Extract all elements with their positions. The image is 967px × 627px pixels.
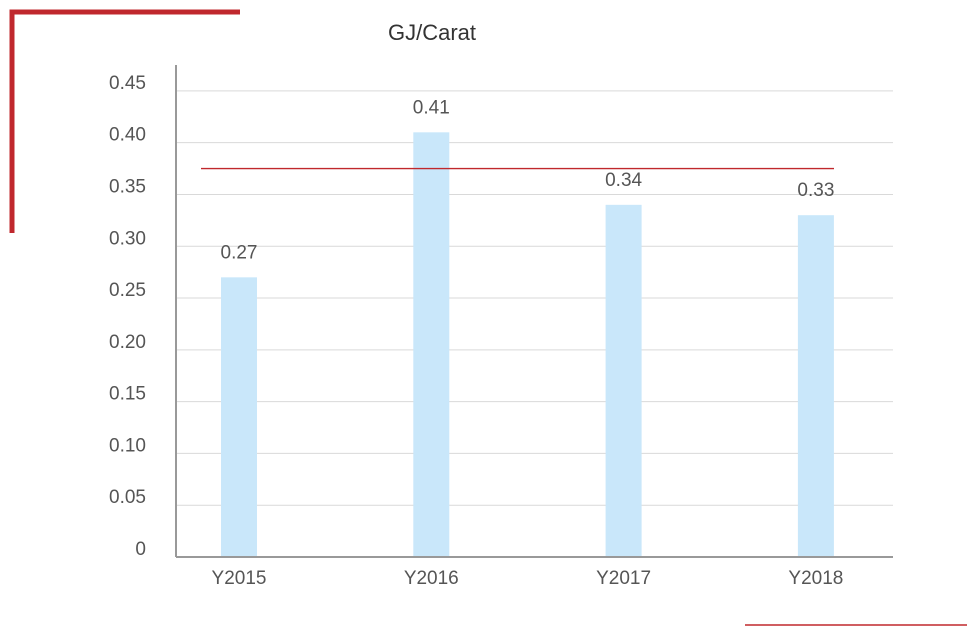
y-tick-label: 0.25	[109, 280, 146, 301]
x-tick-label: Y2016	[404, 568, 459, 589]
bar	[605, 204, 642, 557]
x-tick-label: Y2018	[788, 568, 843, 589]
y-tick-label: 0.20	[109, 332, 146, 353]
y-tick-label: 0.45	[109, 73, 146, 94]
data-label: 0.41	[413, 97, 450, 118]
data-label: 0.33	[797, 180, 834, 201]
x-tick-label: Y2015	[212, 568, 267, 589]
x-tick-label: Y2017	[596, 568, 651, 589]
y-tick-label: 0	[135, 539, 146, 560]
y-tick-label: 0.30	[109, 228, 146, 249]
y-tick-label: 0.05	[109, 487, 146, 508]
y-tick-label: 0.15	[109, 384, 146, 405]
y-tick-label: 0.10	[109, 435, 146, 456]
data-label: 0.34	[605, 170, 642, 191]
y-tick-label: 0.40	[109, 125, 146, 146]
y-tick-label: 0.35	[109, 176, 146, 197]
corner-decoration	[9, 9, 240, 233]
data-label: 0.27	[221, 242, 258, 263]
chart-title: GJ/Carat	[388, 20, 476, 45]
bar	[221, 277, 257, 557]
bar	[413, 132, 450, 558]
bar	[797, 215, 834, 558]
